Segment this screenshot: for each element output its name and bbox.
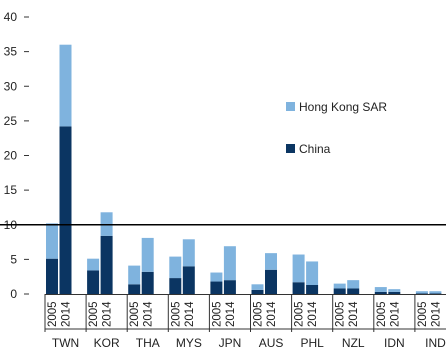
bar-phl-2005-china [292, 282, 305, 294]
bar-ind-2005-china [415, 293, 428, 294]
country-label-twn: TWN [52, 336, 79, 350]
year-label-jpn-2014: 2014 [225, 301, 237, 327]
country-label-phl: PHL [300, 336, 324, 350]
bar-phl-2005-hong-kong-sar [292, 254, 305, 283]
y-tick-label-15: 15 [4, 183, 18, 197]
country-label-aus: AUS [259, 336, 284, 350]
year-label-ind-2005: 2005 [417, 301, 429, 327]
year-label-kor-2005: 2005 [88, 301, 100, 327]
bar-idn-2014-china [388, 291, 401, 294]
bar-jpn-2005-hong-kong-sar [210, 272, 223, 282]
bar-nzl-2014-china [347, 288, 360, 294]
country-label-kor: KOR [94, 336, 120, 350]
bar-nzl-2005-china [333, 288, 346, 294]
year-label-ind-2014: 2014 [430, 301, 442, 327]
year-label-aus-2005: 2005 [253, 301, 265, 327]
year-label-nzl-2014: 2014 [348, 301, 360, 327]
bar-nzl-2005-hong-kong-sar [333, 283, 346, 289]
bar-idn-2005-china [374, 291, 387, 294]
bar-twn-2005-china [46, 258, 58, 294]
year-label-jpn-2005: 2005 [211, 301, 223, 327]
bar-tha-2014-hong-kong-sar [141, 237, 154, 272]
year-label-phl-2014: 2014 [307, 301, 319, 327]
bar-aus-2014-hong-kong-sar [265, 253, 277, 270]
legend-label-hong-kong-sar: Hong Kong SAR [299, 100, 387, 114]
bar-ind-2014-china [429, 293, 442, 294]
year-label-nzl-2005: 2005 [335, 301, 347, 327]
bar-kor-2005-china [87, 270, 100, 294]
bar-kor-2005-hong-kong-sar [87, 258, 100, 271]
country-label-mys: MYS [176, 336, 202, 350]
legend-swatch-hong-kong-sar [286, 102, 295, 111]
y-tick-label-35: 35 [4, 45, 18, 59]
bar-mys-2005-china [169, 278, 182, 294]
bar-kor-2014-china [100, 235, 113, 294]
year-label-tha-2014: 2014 [143, 301, 155, 327]
year-label-aus-2014: 2014 [266, 301, 278, 327]
country-label-jpn: JPN [219, 336, 242, 350]
country-label-tha: THA [136, 336, 160, 350]
bar-jpn-2014-hong-kong-sar [223, 246, 236, 281]
bars [46, 44, 442, 294]
y-tick-label-40: 40 [4, 10, 18, 24]
bar-tha-2005-hong-kong-sar [128, 265, 141, 285]
bar-twn-2005-hong-kong-sar [46, 223, 58, 259]
year-label-idn-2014: 2014 [389, 301, 401, 327]
bar-aus-2005-china [251, 289, 264, 294]
bar-tha-2014-china [141, 271, 154, 294]
country-label-nzl: NZL [342, 336, 365, 350]
bar-ind-2005-hong-kong-sar [415, 291, 428, 294]
legend-label-china: China [299, 142, 331, 156]
bar-phl-2014-china [306, 284, 319, 294]
year-label-phl-2005: 2005 [294, 301, 306, 327]
year-label-twn-2005: 2005 [47, 301, 59, 327]
bar-jpn-2014-china [223, 280, 236, 294]
bar-mys-2005-hong-kong-sar [169, 256, 182, 279]
bar-aus-2014-china [265, 269, 277, 294]
bar-jpn-2005-china [210, 281, 223, 294]
bar-aus-2005-hong-kong-sar [251, 284, 264, 290]
y-tick-label-0: 0 [10, 287, 17, 301]
bar-nzl-2014-hong-kong-sar [347, 280, 360, 289]
bar-twn-2014-hong-kong-sar [59, 44, 72, 127]
bar-idn-2014-hong-kong-sar [388, 289, 401, 292]
bar-mys-2014-hong-kong-sar [182, 239, 195, 267]
year-label-idn-2005: 2005 [376, 301, 388, 327]
country-label-ind: IND [425, 336, 446, 350]
y-tick-label-5: 5 [10, 252, 17, 266]
bar-ind-2014-hong-kong-sar [429, 291, 442, 294]
year-label-mys-2005: 2005 [170, 301, 182, 327]
y-tick-label-20: 20 [4, 149, 18, 163]
country-label-idn: IDN [384, 336, 405, 350]
legend-swatch-china [286, 144, 295, 153]
bar-phl-2014-hong-kong-sar [306, 261, 319, 285]
year-label-kor-2014: 2014 [102, 301, 114, 327]
y-tick-label-25: 25 [4, 114, 18, 128]
year-label-tha-2005: 2005 [129, 301, 141, 327]
year-label-twn-2014: 2014 [61, 301, 73, 327]
bar-idn-2005-hong-kong-sar [374, 287, 387, 292]
bar-twn-2014-china [59, 126, 72, 294]
bar-mys-2014-china [182, 266, 195, 294]
y-tick-label-30: 30 [4, 79, 18, 93]
legend: Hong Kong SAR China [286, 100, 387, 156]
year-label-mys-2014: 2014 [184, 301, 196, 327]
bar-tha-2005-china [128, 284, 141, 294]
